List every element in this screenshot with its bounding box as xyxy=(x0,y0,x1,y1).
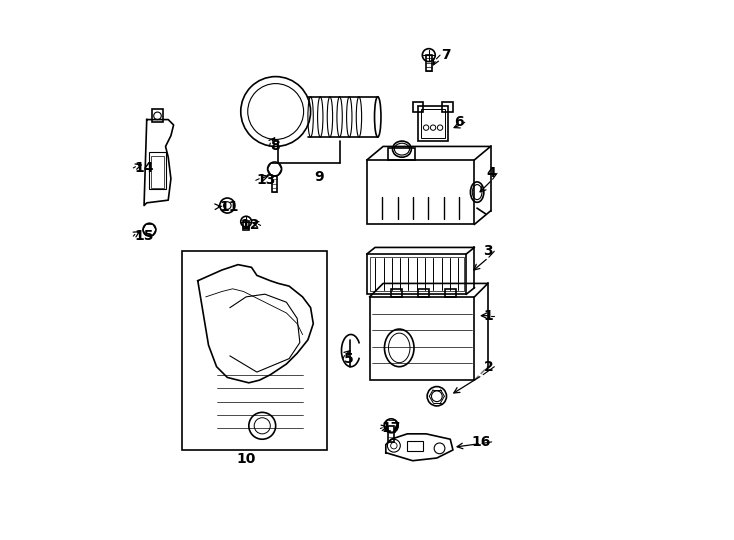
Text: 5: 5 xyxy=(344,352,354,366)
Bar xyxy=(272,176,277,192)
Bar xyxy=(151,156,164,188)
Text: 8: 8 xyxy=(270,139,280,153)
Text: 4: 4 xyxy=(486,166,496,180)
Bar xyxy=(244,221,249,230)
Bar xyxy=(442,102,453,112)
Bar xyxy=(418,106,448,141)
Text: 12: 12 xyxy=(240,218,260,232)
Text: 17: 17 xyxy=(382,422,401,435)
Bar xyxy=(426,55,432,71)
Bar xyxy=(152,109,163,122)
Bar xyxy=(370,256,464,292)
Text: 1: 1 xyxy=(484,309,493,323)
Text: 3: 3 xyxy=(484,244,493,258)
Bar xyxy=(413,102,424,112)
Bar xyxy=(445,289,456,297)
Text: 15: 15 xyxy=(134,229,154,243)
Text: 13: 13 xyxy=(257,173,276,187)
Text: 2: 2 xyxy=(484,360,493,374)
Bar xyxy=(370,297,474,380)
Bar xyxy=(391,289,402,297)
Text: 14: 14 xyxy=(134,161,154,175)
Bar xyxy=(150,152,166,190)
Text: 16: 16 xyxy=(471,435,490,449)
Bar xyxy=(367,254,466,294)
Polygon shape xyxy=(386,434,453,461)
Polygon shape xyxy=(144,119,174,206)
Text: 6: 6 xyxy=(454,115,464,129)
Bar xyxy=(388,426,394,442)
Bar xyxy=(421,109,445,138)
Bar xyxy=(388,148,415,160)
Bar xyxy=(418,289,429,297)
Bar xyxy=(181,251,327,450)
Text: 7: 7 xyxy=(441,48,451,62)
Bar xyxy=(367,160,474,224)
Text: 9: 9 xyxy=(314,170,324,184)
Bar xyxy=(407,441,424,451)
Text: 11: 11 xyxy=(219,200,239,214)
Text: 10: 10 xyxy=(236,452,256,466)
